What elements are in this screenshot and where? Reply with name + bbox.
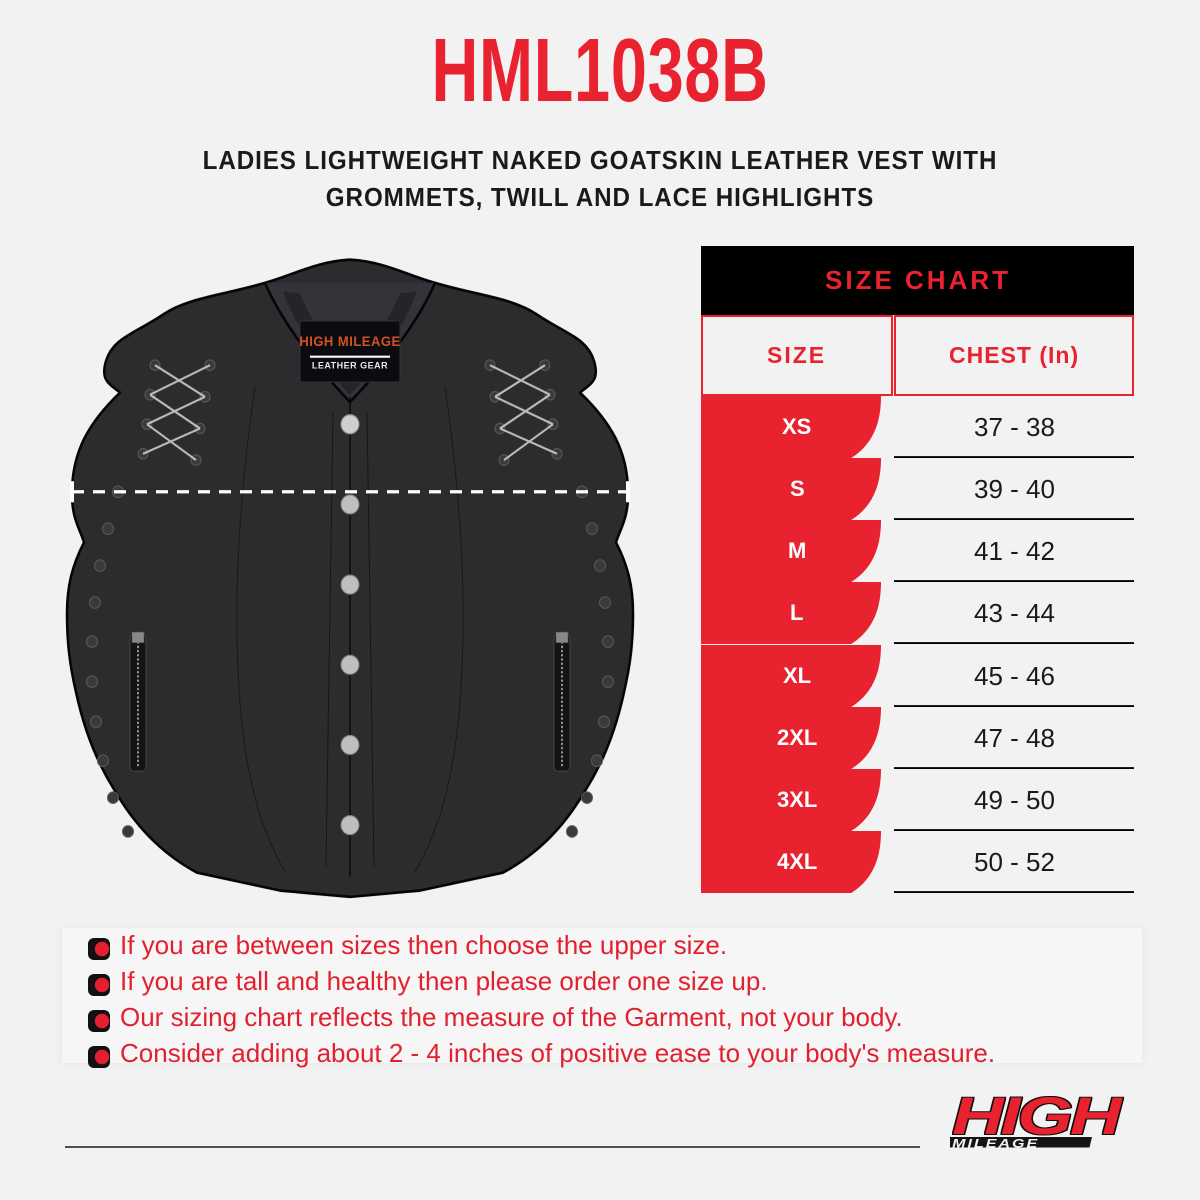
svg-text:MILEAGE: MILEAGE	[952, 1137, 1039, 1147]
